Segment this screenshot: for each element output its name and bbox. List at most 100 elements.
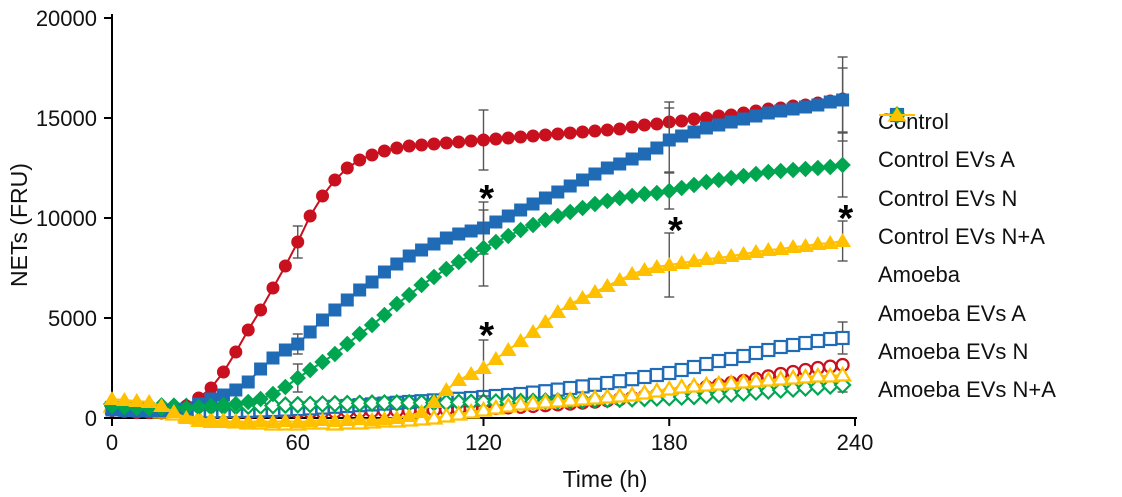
- marker-triangle-solid: [165, 404, 183, 418]
- marker-square-solid: [501, 209, 515, 223]
- marker-diamond-solid: [685, 176, 703, 194]
- marker-triangle-open: [684, 376, 704, 393]
- marker-square-solid: [823, 95, 837, 109]
- marker-triangle-solid: [400, 408, 418, 422]
- marker-diamond-solid: [760, 163, 777, 181]
- marker-square-solid: [712, 118, 726, 132]
- marker-diamond-solid: [735, 167, 752, 185]
- marker-triangle-solid: [202, 414, 220, 428]
- y-tick-label: 0: [85, 406, 97, 431]
- marker-triangle-solid: [363, 412, 381, 426]
- marker-circle-solid: [637, 118, 651, 132]
- marker-triangle-solid: [809, 236, 827, 250]
- marker-square-solid: [303, 325, 317, 339]
- marker-circle-solid: [439, 136, 453, 150]
- marker-square-solid: [811, 98, 825, 112]
- x-axis-label: Time (h): [562, 466, 648, 492]
- marker-triangle-solid: [784, 239, 802, 253]
- significance-asterisk: *: [838, 198, 853, 240]
- marker-triangle-open: [771, 369, 791, 386]
- series-amoeba-evs-n: [103, 132, 851, 417]
- marker-diamond-solid: [809, 159, 827, 177]
- x-tick-label: 120: [465, 430, 502, 455]
- marker-triangle-solid: [376, 411, 393, 425]
- significance-asterisk: *: [479, 178, 494, 220]
- marker-circle-solid: [477, 133, 490, 147]
- marker-circle-solid: [353, 153, 367, 167]
- marker-diamond-open: [288, 395, 307, 414]
- marker-triangle-open: [511, 394, 531, 411]
- marker-diamond-open: [263, 396, 283, 415]
- marker-triangle-solid: [797, 238, 814, 252]
- marker-triangle-open: [597, 387, 617, 404]
- marker-triangle-open: [436, 406, 456, 423]
- marker-triangle-solid: [524, 324, 542, 338]
- marker-circle-solid: [377, 144, 391, 158]
- marker-diamond-solid: [537, 211, 554, 229]
- y-tick-label: 5000: [48, 306, 97, 331]
- marker-diamond-solid: [561, 203, 579, 221]
- marker-diamond-solid: [339, 335, 356, 353]
- marker-circle-solid: [328, 173, 342, 187]
- marker-diamond-solid: [673, 179, 690, 197]
- marker-triangle-solid: [772, 241, 790, 255]
- marker-square-open: [798, 335, 813, 351]
- marker-circle-solid: [365, 148, 379, 162]
- marker-square-solid: [464, 224, 478, 238]
- marker-square-solid: [551, 185, 565, 199]
- marker-circle-solid: [600, 123, 614, 137]
- marker-triangle-solid: [301, 413, 319, 427]
- marker-square-solid: [439, 231, 453, 245]
- marker-diamond-solid: [772, 162, 789, 180]
- marker-triangle-solid: [537, 314, 554, 328]
- marker-square-solid: [588, 167, 602, 181]
- marker-triangle-solid: [140, 394, 158, 408]
- marker-circle-solid: [340, 161, 354, 175]
- marker-triangle-solid: [648, 259, 666, 273]
- marker-square-open: [736, 348, 751, 364]
- marker-square-solid: [625, 152, 639, 166]
- marker-diamond-solid: [252, 390, 269, 408]
- marker-diamond-solid: [264, 385, 282, 403]
- marker-square-open: [785, 337, 801, 353]
- marker-triangle-solid: [710, 250, 728, 264]
- marker-triangle-open: [461, 402, 481, 419]
- marker-triangle-solid: [388, 410, 406, 424]
- marker-triangle-solid: [450, 372, 468, 386]
- marker-diamond-solid: [636, 185, 653, 203]
- marker-square-open: [810, 333, 825, 349]
- marker-triangle-solid: [660, 257, 678, 271]
- marker-square-solid: [526, 197, 540, 211]
- marker-triangle-open: [585, 388, 605, 405]
- marker-triangle-solid: [153, 398, 170, 412]
- marker-diamond-solid: [462, 246, 480, 264]
- legend-item-control-evs-a: Control EVs A: [878, 107, 1056, 179]
- marker-circle-solid: [229, 345, 243, 359]
- marker-triangle-solid: [623, 266, 641, 280]
- marker-triangle-solid: [116, 392, 133, 406]
- marker-circle-solid: [613, 122, 627, 136]
- marker-triangle-open: [721, 373, 741, 390]
- marker-diamond-solid: [549, 207, 567, 225]
- marker-circle-solid: [452, 135, 466, 149]
- marker-circle-solid: [625, 120, 639, 134]
- marker-diamond-solid: [784, 161, 802, 179]
- marker-triangle-solid: [128, 393, 146, 407]
- marker-diamond-solid: [450, 253, 467, 271]
- marker-triangle-open: [535, 392, 555, 409]
- x-tick-label: 0: [106, 430, 118, 455]
- marker-triangle-solid: [512, 333, 530, 347]
- legend-item-amoeba-evs-n-a: Amoeba EVs N+A: [878, 107, 1056, 409]
- marker-triangle-solid: [611, 272, 629, 286]
- marker-circle-solid: [501, 131, 515, 145]
- marker-triangle-open: [659, 379, 679, 396]
- marker-circle-solid: [464, 134, 478, 148]
- marker-square-open: [686, 359, 702, 375]
- marker-triangle-open: [833, 365, 853, 382]
- marker-circle-solid: [303, 209, 317, 223]
- marker-triangle-open: [610, 386, 630, 403]
- legend-label: Control EVs A: [878, 147, 1015, 173]
- marker-diamond-open: [350, 394, 369, 413]
- marker-diamond-solid: [747, 165, 765, 183]
- marker-diamond-solid: [487, 233, 505, 251]
